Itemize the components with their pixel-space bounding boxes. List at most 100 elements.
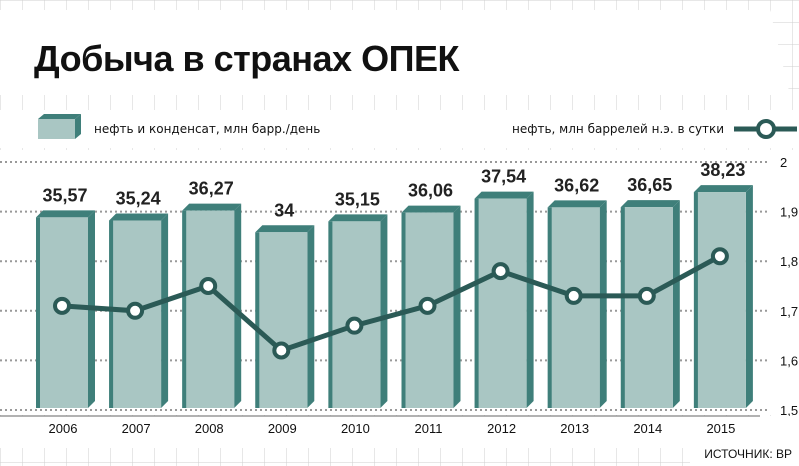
x-axis-band — [0, 416, 799, 448]
line-point — [53, 296, 71, 315]
bar — [620, 200, 680, 408]
line-point — [564, 286, 583, 305]
title-band — [0, 10, 790, 95]
bar-edge — [620, 207, 625, 408]
line-point — [710, 247, 729, 266]
line-point — [126, 301, 145, 320]
legend-bar-swatch-top — [38, 114, 81, 119]
bars — [36, 185, 753, 408]
bar-edge — [109, 220, 114, 408]
x-tick-label: 2008 — [195, 421, 224, 436]
bar-side — [234, 203, 242, 408]
x-tick-label: 2013 — [560, 421, 589, 436]
y2-tick-label: 2 — [780, 155, 787, 170]
series-line — [61, 254, 722, 353]
legend-bar-label: нефть и конденсат, млн барр./день — [94, 122, 320, 136]
bar-face — [328, 221, 381, 408]
bar-side — [453, 205, 461, 408]
bar-side — [307, 225, 315, 408]
chart-title: Добыча в странах ОПЕК — [34, 38, 460, 79]
bar-side — [745, 185, 753, 408]
y2-tick-label: 1,9 — [780, 205, 798, 220]
bar-edge — [474, 198, 479, 408]
bar-value-label: 35,15 — [335, 189, 380, 209]
bar-edge — [182, 210, 187, 408]
bar — [182, 203, 242, 408]
bar-top — [36, 210, 95, 218]
x-tick-label: 2011 — [415, 421, 443, 436]
bar-value-label: 34 — [274, 200, 294, 220]
bar-value-labels: 35,57 35,24 36,27 34 35,15 36,06 37,54 36,62 36,… — [42, 160, 745, 220]
y2-tick-label: 1,5 — [780, 403, 798, 418]
bar-top — [620, 200, 680, 208]
bar-value-label: 36,27 — [189, 179, 234, 199]
legend-bar-entry: нефть и конденсат, млн барр./день — [38, 114, 320, 139]
x-tick-label: 2010 — [341, 421, 370, 436]
legend-bar-swatch-side — [75, 114, 81, 139]
bar — [547, 200, 607, 408]
bar-face — [693, 192, 746, 408]
bar-top — [255, 225, 315, 233]
line-point — [418, 296, 437, 315]
bar-side — [380, 214, 388, 408]
x-tick-label: 2015 — [706, 421, 735, 436]
bar-side — [526, 191, 534, 408]
bar-face — [255, 232, 308, 408]
bar-edge — [36, 217, 40, 408]
x-tick-label: 2014 — [633, 421, 662, 436]
bar-value-label: 35,57 — [42, 185, 87, 205]
bar-value-label: 35,24 — [116, 188, 161, 208]
bar-edge — [693, 192, 698, 408]
bar-side — [672, 200, 680, 408]
bar — [109, 213, 169, 408]
bar-edge — [547, 207, 552, 408]
bar-face — [547, 207, 600, 408]
x-axis-labels: 2006 2007 2008 2009 2010 2011 2012 2013 2014 2015 — [49, 421, 736, 436]
line-point — [199, 277, 218, 295]
bar-top — [401, 205, 461, 213]
line-point — [491, 262, 510, 281]
source-band — [690, 440, 799, 466]
bar-face — [620, 207, 673, 408]
bar-side — [161, 213, 169, 408]
bar-edge — [255, 232, 260, 408]
legend-band — [0, 110, 799, 148]
line-point — [272, 341, 291, 360]
bar-edge — [328, 221, 333, 408]
bar-top — [693, 185, 753, 193]
bar-face — [474, 198, 527, 408]
bar-top — [182, 203, 242, 211]
bar-top — [328, 214, 388, 222]
legend-line-marker — [756, 119, 776, 139]
bar — [474, 191, 534, 408]
source-note: ИСТОЧНИК: ВР — [704, 447, 792, 461]
bar-value-label: 36,06 — [408, 181, 453, 201]
y2-tick-label: 1,7 — [780, 304, 798, 319]
bar-value-label: 36,62 — [554, 175, 599, 195]
x-tick-label: 2009 — [268, 421, 297, 436]
y2-tick-label: 1,8 — [780, 254, 798, 269]
right-axis-ticks: 2 1,9 1,8 1,7 1,6 1,5 — [780, 155, 798, 418]
bar-top — [547, 200, 607, 208]
bar-top — [109, 213, 169, 221]
bar-value-label: 36,65 — [627, 175, 672, 195]
legend-line-label: нефть, млн баррелей н.э. в сутки — [512, 122, 724, 136]
bar-top — [474, 191, 534, 199]
line-point — [345, 316, 364, 335]
x-tick-label: 2012 — [487, 421, 516, 436]
x-tick-label: 2006 — [49, 421, 78, 436]
bar — [328, 214, 388, 408]
bar — [693, 185, 753, 408]
bar-face — [182, 210, 235, 408]
bar-side — [599, 200, 607, 408]
line-series — [53, 247, 729, 360]
x-tick-label: 2007 — [122, 421, 151, 436]
y2-tick-label: 1,6 — [780, 353, 798, 368]
legend-bar-swatch — [38, 119, 75, 139]
bar-value-label: 38,23 — [700, 160, 745, 180]
bar — [255, 225, 315, 408]
line-point — [637, 286, 656, 305]
legend-line-entry: нефть, млн баррелей н.э. в сутки — [512, 119, 797, 139]
